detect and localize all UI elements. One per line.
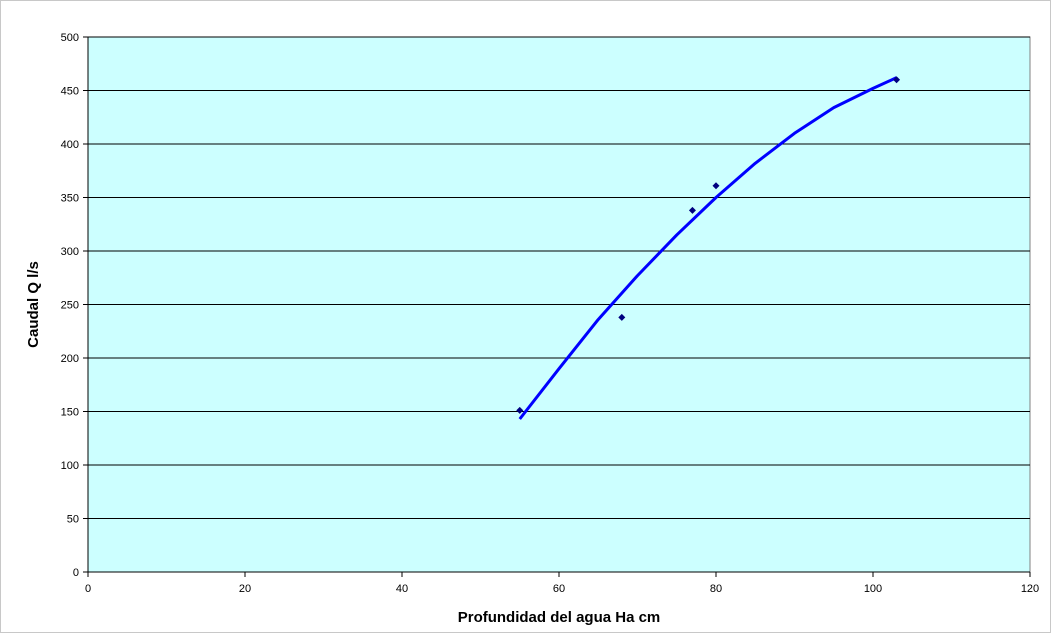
data-point — [893, 76, 901, 84]
y-axis-ticks: 0 50 100 150 200 250 300 350 400 450 500 — [61, 32, 89, 579]
y-axis-title: Caudal Q l/s — [25, 261, 42, 348]
x-tick-label: 20 — [239, 583, 251, 595]
x-tick-label: 40 — [396, 583, 408, 595]
data-point — [516, 406, 524, 414]
data-point — [688, 206, 696, 214]
y-tick-label: 150 — [61, 407, 79, 419]
y-tick-label: 500 — [61, 32, 79, 44]
y-tick-label: 300 — [61, 246, 79, 258]
x-tick-label: 120 — [1021, 583, 1039, 595]
y-tick-label: 350 — [61, 193, 79, 205]
y-tick-label: 450 — [61, 86, 79, 98]
y-tick-label: 0 — [73, 567, 79, 579]
y-tick-label: 200 — [61, 353, 79, 365]
x-axis-title: Profundidad del agua Ha cm — [458, 609, 661, 626]
x-tick-label: 80 — [710, 583, 722, 595]
x-tick-label: 0 — [85, 583, 91, 595]
x-tick-label: 100 — [864, 583, 882, 595]
data-point — [712, 182, 720, 190]
data-point — [618, 313, 626, 321]
y-tick-label: 100 — [61, 460, 79, 472]
x-tick-label: 60 — [553, 583, 565, 595]
y-tick-label: 250 — [61, 300, 79, 312]
trendline — [518, 76, 898, 420]
gridlines — [88, 36, 1030, 519]
data-points — [516, 76, 901, 414]
y-tick-label: 400 — [61, 139, 79, 151]
y-tick-label: 50 — [67, 514, 79, 526]
x-axis-ticks: 0 20 40 60 80 100 120 — [85, 571, 1039, 595]
